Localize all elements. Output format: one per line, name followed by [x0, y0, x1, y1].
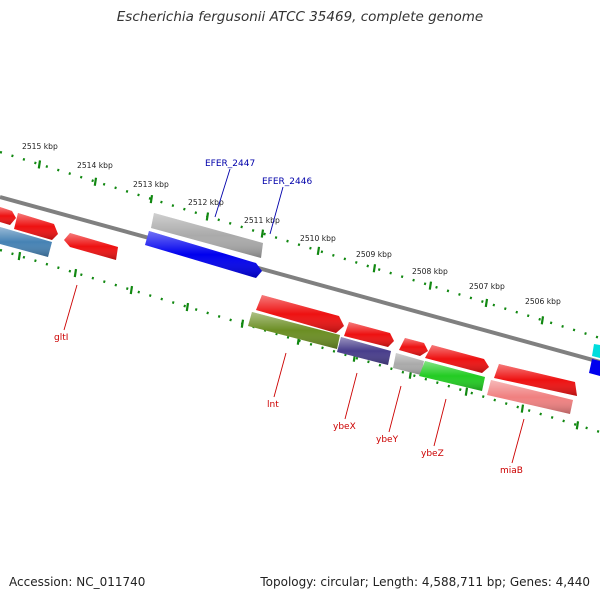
- leader-efer2447: [214, 168, 231, 218]
- major-tick: [93, 177, 98, 186]
- gene-gltI-arrow[interactable]: [64, 233, 118, 260]
- major-tick: [17, 251, 22, 261]
- major-tick: [428, 281, 433, 290]
- major-tick: [149, 194, 154, 204]
- gene-ybeZ-bar[interactable]: [419, 361, 485, 391]
- gene-ybeX-bar[interactable]: [337, 337, 391, 365]
- leader-ybeX: [344, 372, 358, 420]
- gene-arrow-fwd-1[interactable]: [14, 213, 58, 240]
- major-tick: [73, 268, 78, 278]
- label-leaders: [63, 168, 525, 464]
- gene-label-efer2446[interactable]: EFER_2446: [262, 177, 312, 187]
- major-tick: [129, 285, 134, 295]
- gene-label-ybeZ[interactable]: ybeZ: [421, 449, 444, 459]
- map-title: Escherichia fergusonii ATCC 35469, compl…: [116, 9, 484, 25]
- genome-backbone: [0, 195, 600, 364]
- scale-label-2514: 2514 kbp: [77, 161, 113, 170]
- leader-efer2446: [269, 186, 284, 235]
- major-tick: [185, 302, 190, 312]
- gene-steel-left[interactable]: [0, 227, 52, 257]
- scale-label-2509: 2509 kbp: [356, 250, 392, 259]
- scale-label-2515: 2515 kbp: [22, 142, 58, 151]
- gene-ybeY-bar[interactable]: [393, 353, 424, 375]
- leader-miaB: [511, 418, 525, 464]
- gene-lnt-arrow[interactable]: [256, 295, 344, 333]
- major-tick: [484, 298, 489, 308]
- leader-gltI: [63, 284, 78, 331]
- gene-ybeY-arrow[interactable]: [399, 338, 428, 356]
- gene-lnt-bar[interactable]: [248, 312, 340, 349]
- major-tick: [520, 404, 525, 413]
- inner-scale-dots: [0, 248, 600, 434]
- gene-label-lnt[interactable]: lnt: [267, 400, 279, 410]
- major-tick: [316, 246, 321, 256]
- gene-edge-cyan[interactable]: [592, 344, 600, 358]
- major-tick: [540, 316, 545, 325]
- major-tick: [240, 319, 245, 328]
- scale-label-2506: 2506 kbp: [525, 297, 561, 306]
- gene-ybeZ-arrow[interactable]: [425, 345, 489, 373]
- major-tick: [372, 264, 377, 273]
- inner-major-ticks: [17, 251, 580, 430]
- gene-ybeX-arrow[interactable]: [344, 322, 394, 347]
- scale-label-2508: 2508 kbp: [412, 267, 448, 276]
- gene-label-efer2447[interactable]: EFER_2447: [205, 159, 255, 169]
- reverse-strand-genes: [0, 227, 600, 414]
- leader-lnt: [273, 352, 287, 398]
- major-tick: [205, 212, 210, 221]
- gene-label-miaB[interactable]: miaB: [500, 466, 523, 476]
- gene-efer2446-arrow[interactable]: [145, 231, 262, 278]
- gene-edge-blue[interactable]: [589, 359, 600, 376]
- major-tick: [260, 229, 265, 238]
- gene-miaB-bar[interactable]: [487, 380, 573, 414]
- leader-ybeY: [388, 385, 402, 433]
- gene-label-ybeX[interactable]: ybeX: [333, 422, 356, 432]
- topology-summary: Topology: circular; Length: 4,588,711 bp…: [260, 575, 590, 589]
- major-tick: [37, 160, 42, 169]
- scale-label-2510: 2510 kbp: [300, 234, 336, 243]
- forward-strand-genes: [0, 207, 600, 396]
- major-tick: [464, 387, 469, 396]
- scale-label-2507: 2507 kbp: [469, 282, 505, 291]
- leader-ybeZ: [433, 398, 447, 447]
- scale-label-2511: 2511 kbp: [244, 216, 280, 225]
- gene-label-gltI[interactable]: gltI: [54, 333, 68, 343]
- gene-label-ybeY[interactable]: ybeY: [376, 435, 399, 445]
- major-tick: [575, 421, 580, 430]
- scale-label-2513: 2513 kbp: [133, 180, 169, 189]
- outer-major-ticks: [37, 160, 545, 325]
- gene-arrow-fwd-left-edge[interactable]: [0, 207, 16, 225]
- inner-scale-track: [0, 248, 600, 434]
- gene-miaB-arrow[interactable]: [494, 364, 577, 396]
- accession-text: Accession: NC_011740: [9, 575, 146, 589]
- scale-label-2512: 2512 kbp: [188, 198, 224, 207]
- gene-efer2447-bar[interactable]: [151, 213, 263, 258]
